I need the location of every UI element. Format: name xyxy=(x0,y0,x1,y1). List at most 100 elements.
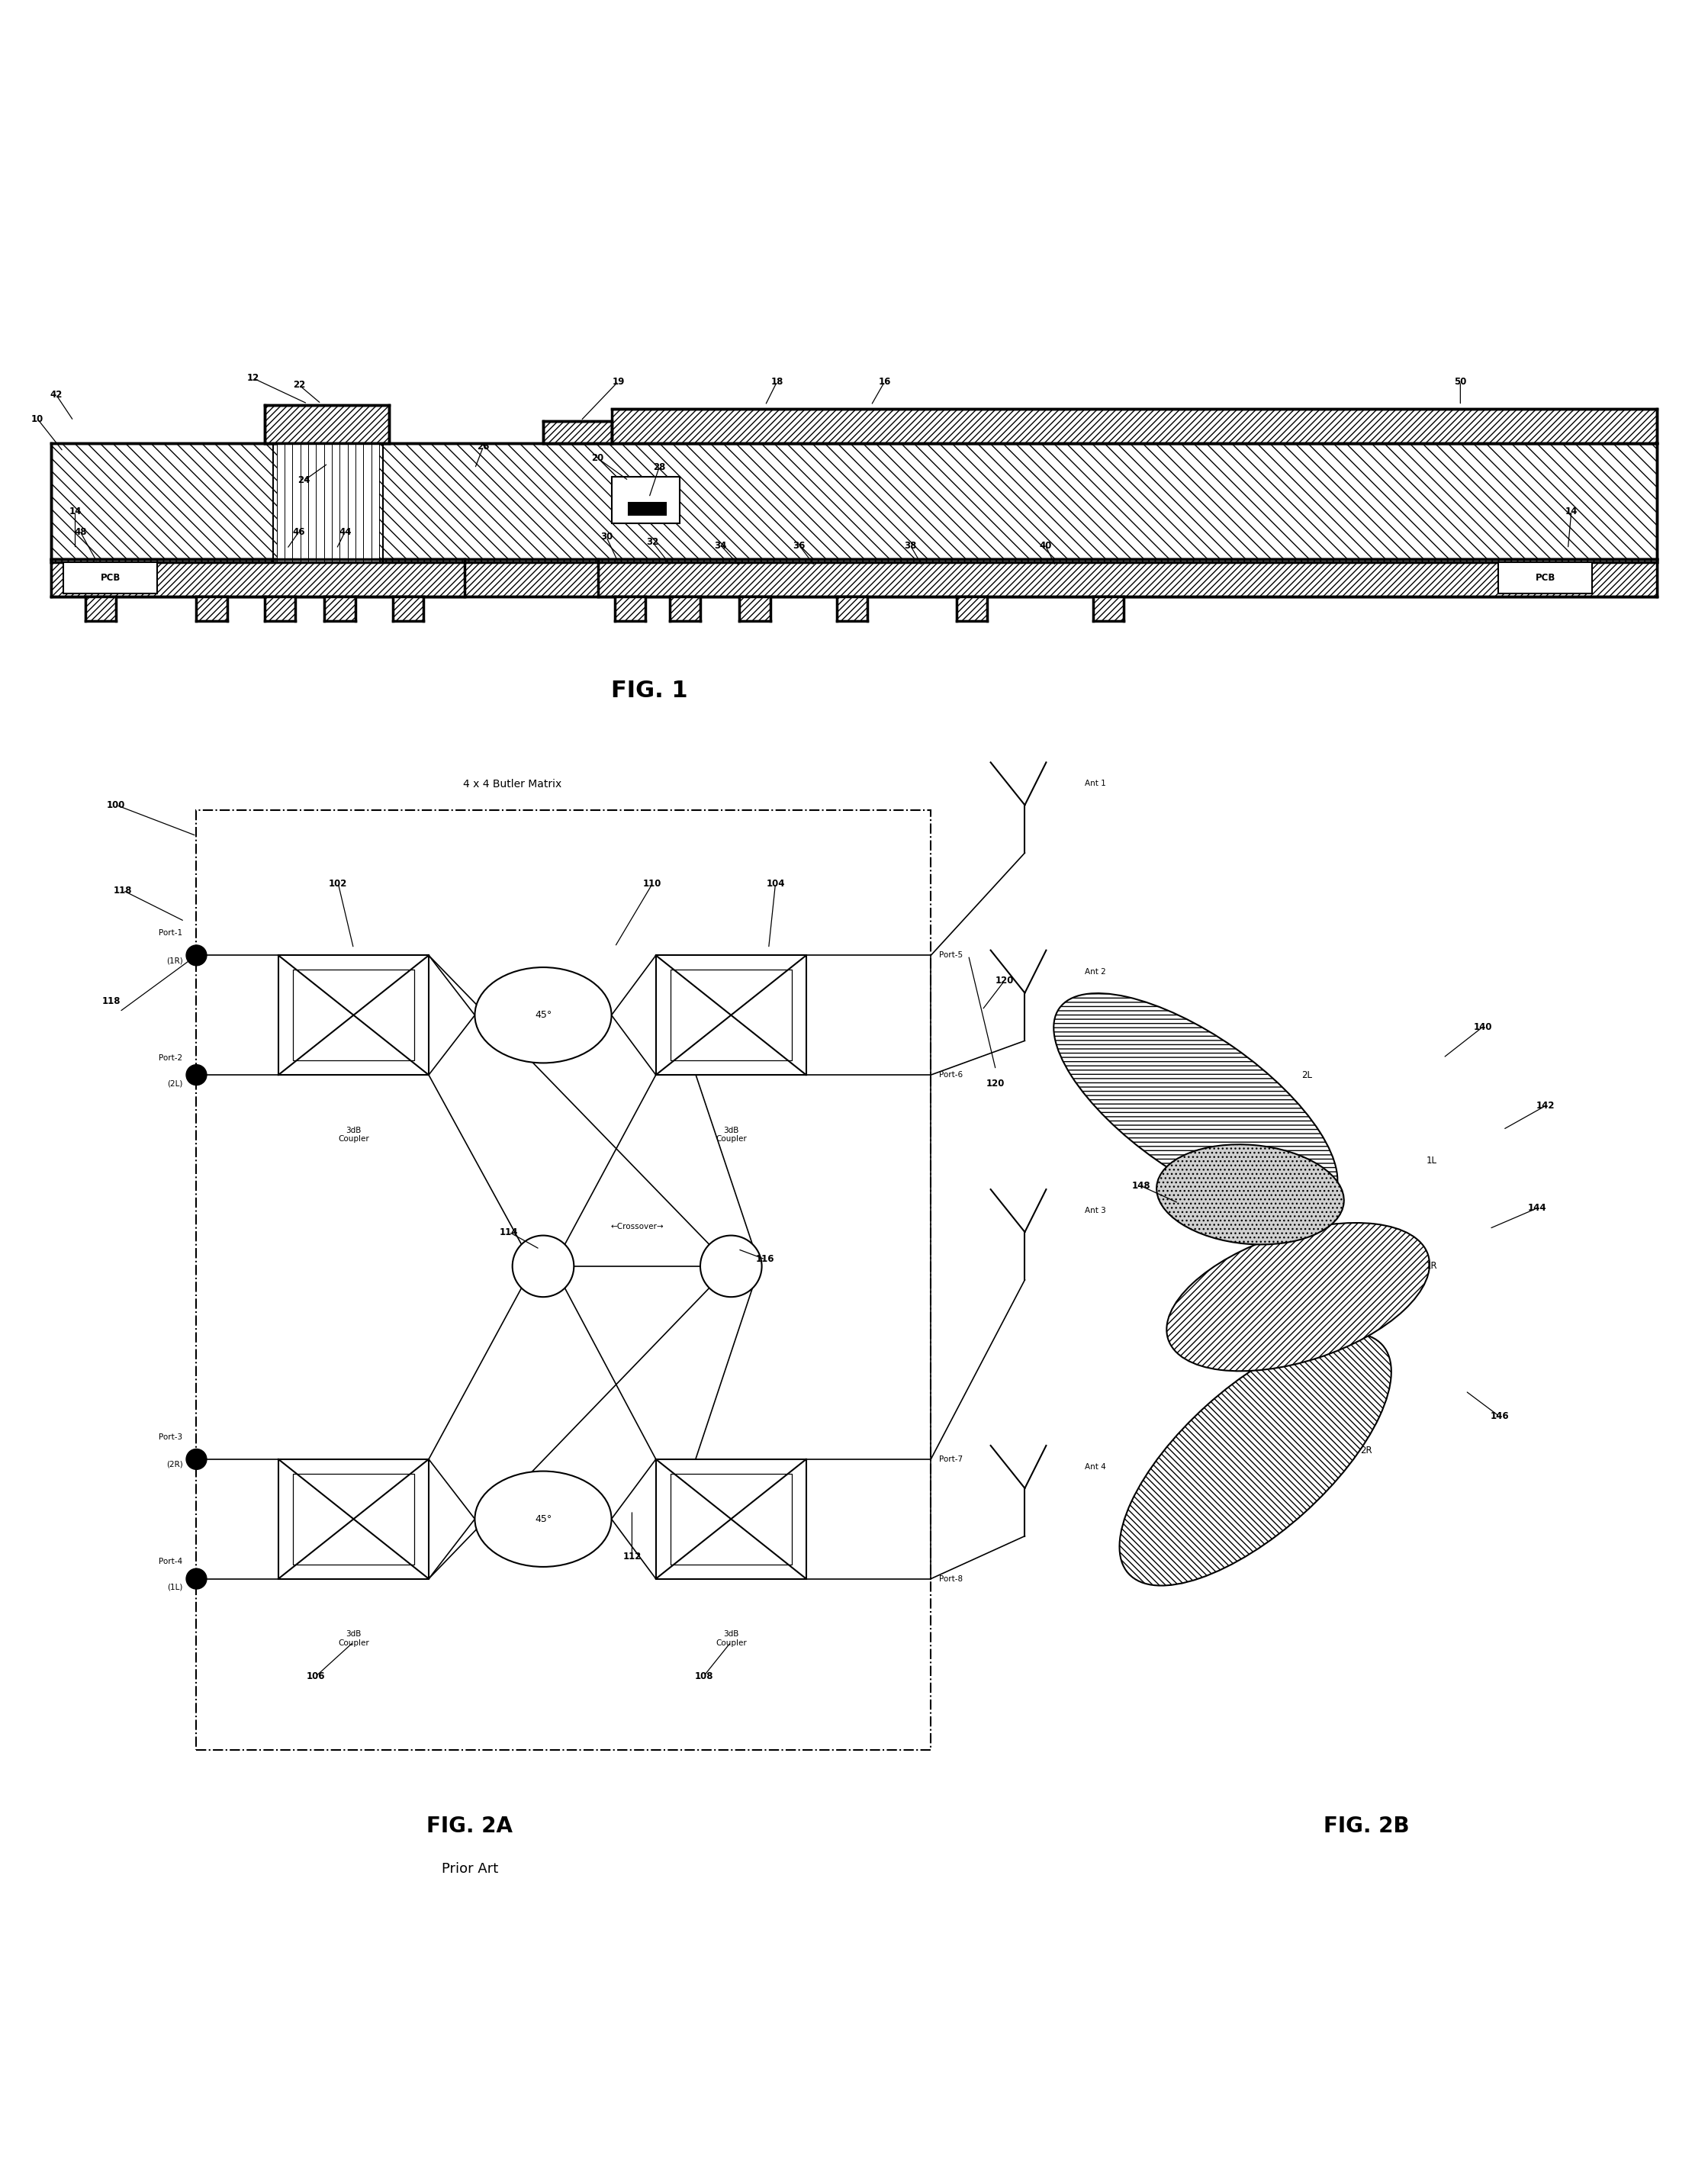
Text: Port-3: Port-3 xyxy=(159,1433,183,1441)
Text: 45°: 45° xyxy=(535,1011,552,1020)
Bar xyxy=(325,596,355,620)
Text: 16: 16 xyxy=(878,376,892,387)
Text: 28: 28 xyxy=(652,463,666,472)
Text: 12: 12 xyxy=(246,373,260,382)
Bar xyxy=(278,1459,429,1579)
Text: 100: 100 xyxy=(108,799,125,810)
Text: 1L: 1L xyxy=(1426,1155,1436,1166)
Bar xyxy=(196,810,931,1749)
Bar xyxy=(670,596,700,620)
FancyBboxPatch shape xyxy=(63,563,157,594)
Text: 104: 104 xyxy=(767,878,784,889)
Text: 118: 118 xyxy=(114,885,132,895)
Text: Port-2: Port-2 xyxy=(159,1055,183,1061)
Text: 48: 48 xyxy=(73,526,87,537)
Ellipse shape xyxy=(475,968,611,1064)
Text: 26: 26 xyxy=(477,441,490,452)
Bar xyxy=(670,970,793,1061)
Ellipse shape xyxy=(1119,1332,1392,1586)
Bar xyxy=(837,596,868,620)
Text: 44: 44 xyxy=(338,526,352,537)
Text: 38: 38 xyxy=(904,539,917,550)
Text: 146: 146 xyxy=(1491,1411,1508,1422)
Text: 3dB
Coupler: 3dB Coupler xyxy=(716,1127,746,1142)
Text: Ant 1: Ant 1 xyxy=(1085,780,1105,788)
Text: (1L): (1L) xyxy=(167,1583,183,1592)
Text: ←Crossover→: ←Crossover→ xyxy=(610,1223,664,1232)
Text: 34: 34 xyxy=(714,539,728,550)
Text: 22: 22 xyxy=(292,380,306,391)
Bar xyxy=(278,954,429,1075)
Bar xyxy=(292,1474,415,1564)
Circle shape xyxy=(186,1448,207,1470)
Bar xyxy=(51,559,1657,596)
Text: (2L): (2L) xyxy=(167,1079,183,1088)
Ellipse shape xyxy=(1156,1144,1344,1245)
Text: 2R: 2R xyxy=(1361,1446,1372,1457)
Text: 40: 40 xyxy=(1038,539,1052,550)
Bar xyxy=(292,970,415,1061)
Circle shape xyxy=(512,1236,574,1297)
Text: Prior Art: Prior Art xyxy=(441,1863,499,1876)
Bar xyxy=(277,443,379,563)
Text: Port-4: Port-4 xyxy=(159,1557,183,1566)
Circle shape xyxy=(186,1064,207,1085)
Text: 18: 18 xyxy=(770,376,784,387)
Bar xyxy=(265,596,295,620)
Text: (2R): (2R) xyxy=(166,1461,183,1468)
Text: 120: 120 xyxy=(996,976,1013,985)
Text: 2L: 2L xyxy=(1301,1070,1312,1079)
Text: 112: 112 xyxy=(623,1551,640,1562)
Bar xyxy=(51,443,1657,563)
Text: PCB: PCB xyxy=(101,572,121,583)
Text: 32: 32 xyxy=(646,537,659,546)
Text: Port-5: Port-5 xyxy=(939,952,963,959)
Text: 24: 24 xyxy=(297,476,311,485)
FancyBboxPatch shape xyxy=(1498,563,1592,594)
Text: 144: 144 xyxy=(1529,1203,1546,1212)
Text: 3dB
Coupler: 3dB Coupler xyxy=(338,1629,369,1647)
Text: 106: 106 xyxy=(307,1671,325,1682)
Text: 142: 142 xyxy=(1537,1101,1554,1112)
Text: 1R: 1R xyxy=(1426,1260,1436,1271)
Text: 14: 14 xyxy=(68,507,82,515)
Text: 20: 20 xyxy=(591,454,605,463)
Text: PCB: PCB xyxy=(1535,572,1556,583)
Text: Ant 2: Ant 2 xyxy=(1085,968,1105,976)
Text: Ant 4: Ant 4 xyxy=(1085,1463,1105,1470)
Bar xyxy=(393,596,424,620)
Ellipse shape xyxy=(1054,994,1337,1214)
Bar xyxy=(543,422,611,443)
Text: 36: 36 xyxy=(793,539,806,550)
Bar xyxy=(1093,596,1124,620)
Circle shape xyxy=(186,1568,207,1590)
Text: 10: 10 xyxy=(31,415,44,424)
Text: Ant 3: Ant 3 xyxy=(1085,1208,1105,1214)
Text: FIG. 2B: FIG. 2B xyxy=(1324,1815,1409,1837)
Text: FIG. 2A: FIG. 2A xyxy=(427,1815,512,1837)
Bar xyxy=(611,408,1657,443)
Bar xyxy=(51,559,465,596)
Text: 118: 118 xyxy=(102,996,120,1007)
Text: 30: 30 xyxy=(600,533,613,542)
Text: 45°: 45° xyxy=(535,1514,552,1524)
Text: 148: 148 xyxy=(1132,1182,1149,1190)
Bar xyxy=(656,1459,806,1579)
Text: 120: 120 xyxy=(987,1079,1004,1088)
Text: 4 x 4 Butler Matrix: 4 x 4 Butler Matrix xyxy=(463,780,562,791)
Bar xyxy=(265,406,389,443)
Text: 3dB
Coupler: 3dB Coupler xyxy=(716,1629,746,1647)
Bar xyxy=(740,596,770,620)
Text: Port-1: Port-1 xyxy=(159,930,183,937)
Text: 108: 108 xyxy=(695,1671,712,1682)
Text: 110: 110 xyxy=(644,878,661,889)
Bar xyxy=(629,502,666,515)
Text: 114: 114 xyxy=(500,1227,518,1236)
Text: FIG. 1: FIG. 1 xyxy=(611,679,687,701)
Text: 46: 46 xyxy=(292,526,306,537)
Text: 14: 14 xyxy=(1565,507,1578,515)
Bar xyxy=(670,1474,793,1564)
Text: 102: 102 xyxy=(330,878,347,889)
Text: Port-7: Port-7 xyxy=(939,1455,963,1463)
Bar xyxy=(611,476,680,524)
